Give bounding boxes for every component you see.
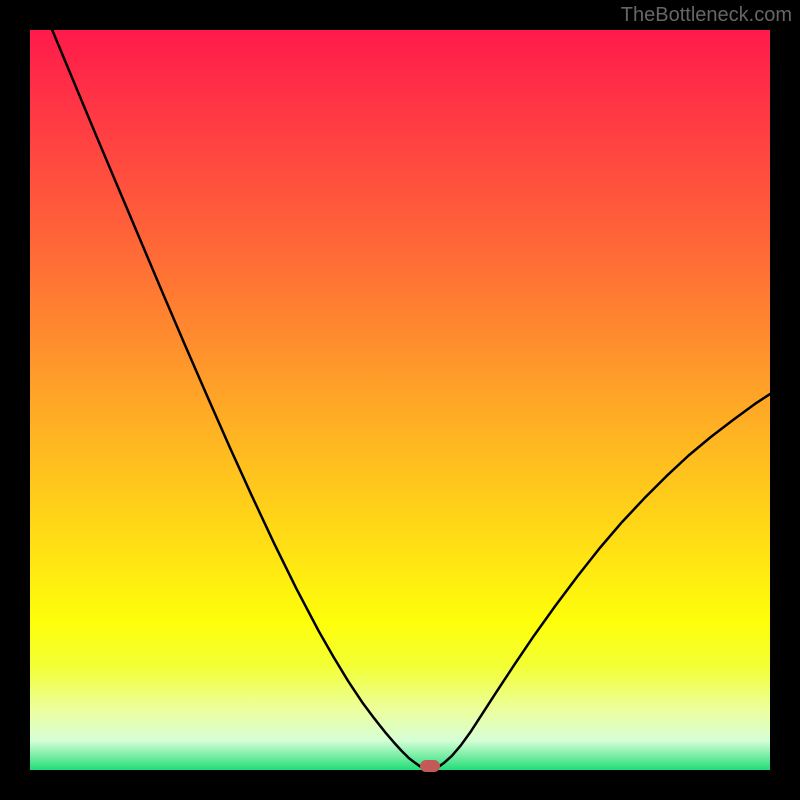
chart-plot-area <box>30 30 770 770</box>
curve-path <box>52 30 770 769</box>
watermark-text: TheBottleneck.com <box>621 4 792 27</box>
bottleneck-curve <box>30 30 770 770</box>
optimal-point-marker <box>420 760 440 772</box>
